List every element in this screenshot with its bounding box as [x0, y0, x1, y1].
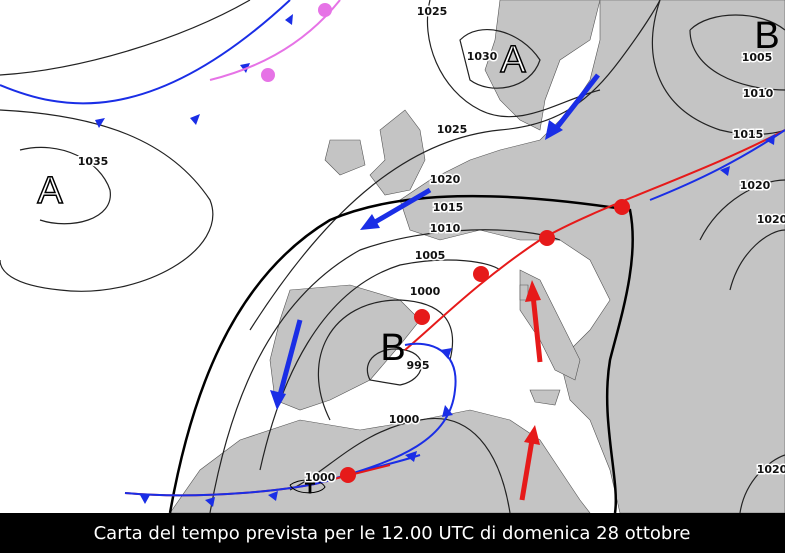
caption: Carta del tempo prevista per le 12.00 UT…: [94, 523, 691, 544]
high-pressure: A: [500, 39, 526, 81]
isobar-label: 1030: [467, 50, 498, 63]
isobar-label: 1025: [417, 5, 448, 18]
land: [169, 0, 785, 514]
pressure-centers: A B A B T: [37, 15, 780, 498]
low-pressure: B: [380, 327, 405, 369]
isobar-label: 1020: [430, 173, 461, 186]
isobars: [0, 0, 785, 514]
isobar-labels: 1025 1030 1005 1010 1035 1025 1015 1020 …: [76, 4, 785, 486]
isobar-label: 995: [407, 359, 430, 372]
isobar-label: 1010: [430, 222, 461, 235]
isobar-label: 1020: [740, 179, 771, 192]
isobar-label: 1000: [410, 285, 441, 298]
isobar-label: 1015: [433, 201, 464, 214]
isobar-label: 1005: [415, 249, 446, 262]
isobar-label: 1000: [305, 471, 336, 484]
caption-bar: [0, 513, 785, 553]
isobar-label: 1035: [78, 155, 109, 168]
isobar-label: 1000: [389, 413, 420, 426]
isobar-label: 1010: [743, 87, 774, 100]
isobar-label: 1005: [742, 51, 773, 64]
isobar-label: 1015: [733, 128, 764, 141]
isobar-label: 1020: [757, 213, 785, 226]
fronts: [0, 0, 785, 507]
high-pressure: A: [37, 170, 63, 212]
isobar-label: 1020: [757, 463, 785, 476]
low-pressure: B: [754, 15, 779, 57]
isobar-label: 1025: [437, 123, 468, 136]
low-marker: T: [305, 480, 316, 498]
wind-arrows: [270, 73, 600, 501]
